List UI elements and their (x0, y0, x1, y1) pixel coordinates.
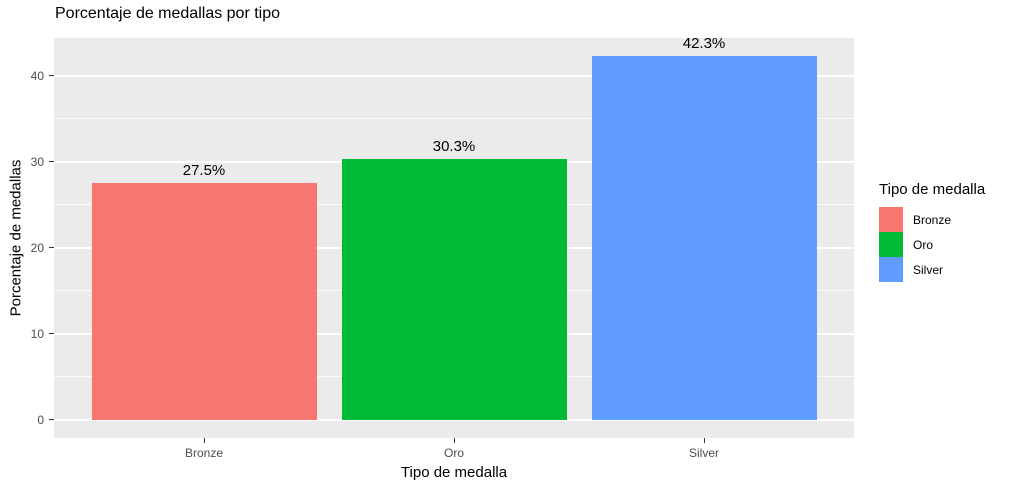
legend-items: Bronze Oro Silver (879, 207, 985, 282)
legend-swatch (879, 232, 903, 257)
bar (591, 56, 817, 420)
bar-value-label: 30.3% (432, 138, 476, 156)
x-tick-label: Silver (688, 446, 720, 460)
x-axis-title: Tipo de medalla (400, 464, 508, 481)
bar (91, 183, 317, 420)
x-tick-label: Oro (443, 446, 465, 460)
bar (341, 159, 567, 420)
bar-value-label: 42.3% (682, 35, 726, 53)
y-tick-mark (49, 161, 54, 163)
y-axis-title: Porcentaje de medallas (7, 159, 25, 317)
y-tick-label: 10 (30, 326, 44, 341)
y-tick-mark (49, 75, 54, 77)
y-tick-mark (49, 333, 54, 335)
plot-panel (54, 38, 854, 438)
legend-item-label: Oro (913, 237, 934, 252)
legend-swatch (879, 207, 903, 232)
y-tick-mark (49, 419, 54, 421)
legend-item-label: Bronze (913, 212, 952, 227)
legend-title: Tipo de medalla (879, 181, 986, 198)
y-gridline-major (54, 418, 854, 421)
legend-item: Oro (879, 232, 985, 257)
y-gridline-minor (54, 118, 854, 120)
x-tick-mark (453, 438, 455, 443)
y-tick-mark (49, 247, 54, 249)
y-tick-label: 30 (30, 154, 44, 169)
x-tick-mark (703, 438, 705, 443)
y-gridline-major (54, 74, 854, 77)
legend-item: Bronze (879, 207, 985, 232)
x-tick-mark (203, 438, 205, 443)
legend-swatch (879, 257, 903, 282)
bar-value-label: 27.5% (182, 162, 226, 180)
y-tick-label: 0 (37, 412, 44, 427)
legend: Tipo de medalla Bronze Oro Silver (879, 181, 985, 282)
x-tick-label: Bronze (184, 446, 224, 460)
chart-title: Porcentaje de medallas por tipo (55, 5, 281, 22)
y-tick-label: 20 (30, 240, 44, 255)
legend-item-label: Silver (913, 262, 944, 277)
y-tick-label: 40 (30, 68, 44, 83)
legend-item: Silver (879, 257, 985, 282)
